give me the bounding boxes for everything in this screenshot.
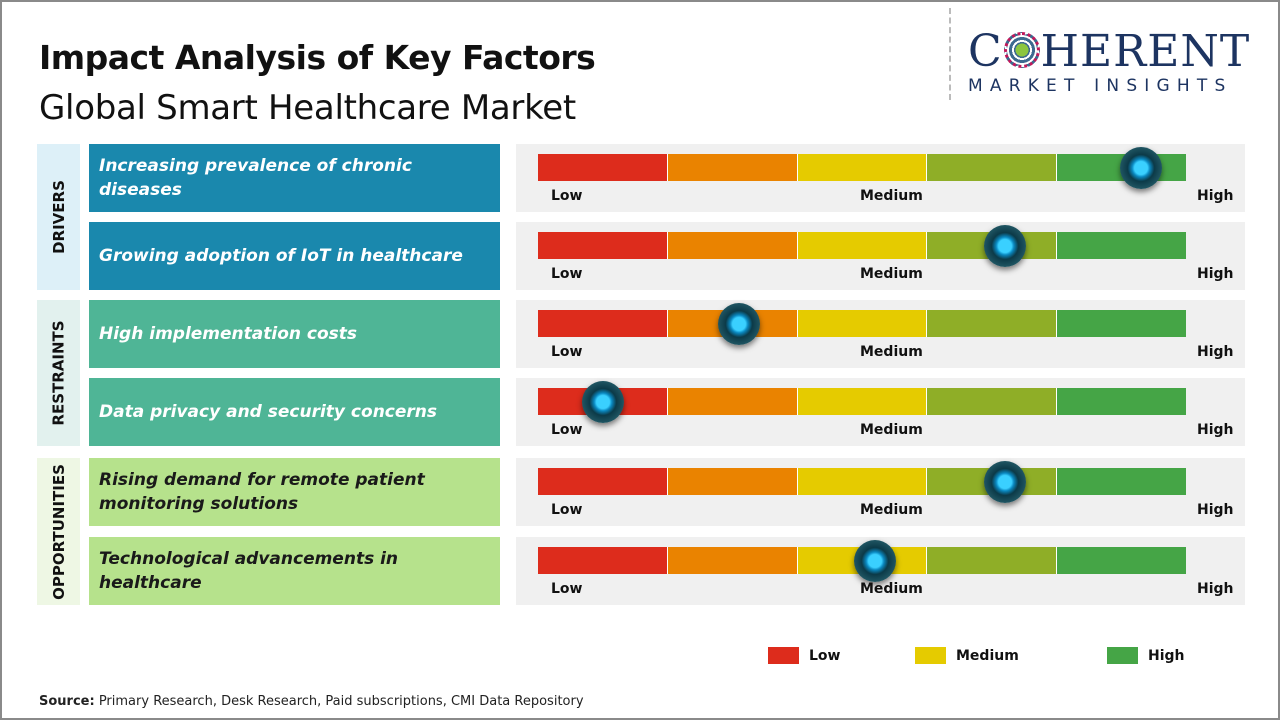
tick-high: High [1197, 422, 1234, 438]
logo-text-herent: HERENT [1040, 26, 1251, 77]
group-label-opportunities: OPPORTUNITIES [37, 458, 80, 605]
scale-segment-1 [538, 468, 668, 495]
page-title: Impact Analysis of Key Factors [39, 38, 596, 77]
legend-item: High [1107, 647, 1185, 664]
tick-medium: Medium [860, 266, 923, 282]
legend-label: High [1148, 647, 1185, 664]
impact-marker [983, 461, 1026, 503]
logo-text-c: C [968, 26, 1003, 77]
scale-segment-5 [1057, 232, 1186, 259]
tick-high: High [1197, 344, 1234, 360]
scale-segment-5 [1057, 310, 1186, 337]
scale-bar [538, 154, 1186, 181]
impact-gauge: Low Medium High [516, 537, 1245, 605]
group-label-drivers: DRIVERS [37, 144, 80, 290]
tick-high: High [1197, 188, 1234, 204]
impact-marker [1119, 147, 1162, 189]
legend-item: Medium [915, 647, 1019, 664]
tick-medium: Medium [860, 502, 923, 518]
scale-segment-1 [538, 547, 668, 574]
scale-bar [538, 310, 1186, 337]
logo-subtext: MARKET INSIGHTS [968, 76, 1233, 96]
factor-label: Growing adoption of IoT in healthcare [89, 222, 500, 290]
scale-segment-2 [667, 154, 798, 181]
legend-item: Low [768, 647, 840, 664]
logo: C HERENT MARKET INSIGHTS [968, 30, 1263, 97]
legend-swatch [915, 647, 946, 664]
factor-label: Data privacy and security concerns [89, 378, 500, 446]
scale-segment-2 [667, 232, 798, 259]
source-label: Source: [39, 694, 95, 709]
page-subtitle: Global Smart Healthcare Market [39, 88, 576, 128]
scale-segment-4 [927, 310, 1058, 337]
tick-low: Low [551, 188, 583, 204]
factor-label: Increasing prevalence of chronic disease… [89, 144, 500, 212]
scale-segment-3 [797, 388, 928, 415]
tick-low: Low [551, 266, 583, 282]
tick-high: High [1197, 502, 1234, 518]
scale-segment-3 [797, 468, 928, 495]
impact-gauge: Low Medium High [516, 222, 1245, 290]
scale-bar [538, 232, 1186, 259]
scale-segment-4 [927, 154, 1058, 181]
tick-low: Low [551, 344, 583, 360]
source-note: Source: Primary Research, Desk Research,… [39, 694, 584, 709]
scale-segment-5 [1057, 547, 1186, 574]
scale-segment-2 [667, 388, 798, 415]
impact-marker [581, 381, 624, 423]
scale-segment-1 [538, 232, 668, 259]
source-text: Primary Research, Desk Research, Paid su… [94, 694, 584, 709]
factor-label: Rising demand for remote patient monitor… [89, 458, 500, 526]
tick-high: High [1197, 266, 1234, 282]
factor-label: High implementation costs [89, 300, 500, 368]
tick-low: Low [551, 581, 583, 597]
globe-icon [1003, 32, 1040, 68]
factor-label: Technological advancements in healthcare [89, 537, 500, 605]
scale-segment-1 [538, 154, 668, 181]
legend-label: Low [809, 647, 841, 664]
scale-segment-3 [797, 310, 928, 337]
group-label-text: OPPORTUNITIES [49, 463, 68, 600]
impact-gauge: Low Medium High [516, 300, 1245, 368]
impact-marker [717, 303, 760, 345]
scale-segment-5 [1057, 468, 1186, 495]
tick-medium: Medium [860, 422, 923, 438]
scale-bar [538, 468, 1186, 495]
legend-swatch [1107, 647, 1138, 664]
scale-segment-2 [667, 468, 798, 495]
impact-gauge: Low Medium High [516, 378, 1245, 446]
tick-medium: Medium [860, 344, 923, 360]
legend-swatch [768, 647, 799, 664]
tick-medium: Medium [860, 188, 923, 204]
impact-gauge: Low Medium High [516, 144, 1245, 212]
group-label-restraints: RESTRAINTS [37, 300, 80, 446]
tick-low: Low [551, 422, 583, 438]
impact-marker [853, 540, 896, 582]
scale-segment-2 [667, 547, 798, 574]
tick-low: Low [551, 502, 583, 518]
tick-medium: Medium [860, 581, 923, 597]
impact-marker [983, 225, 1026, 267]
divider [949, 8, 951, 100]
scale-segment-3 [797, 232, 928, 259]
scale-segment-4 [927, 547, 1058, 574]
scale-segment-1 [538, 310, 668, 337]
scale-segment-3 [797, 154, 928, 181]
scale-bar [538, 388, 1186, 415]
legend-label: Medium [956, 647, 1019, 664]
tick-high: High [1197, 581, 1234, 597]
impact-gauge: Low Medium High [516, 458, 1245, 526]
scale-segment-4 [927, 388, 1058, 415]
group-label-text: RESTRAINTS [49, 320, 68, 426]
group-label-text: DRIVERS [49, 180, 68, 254]
scale-segment-5 [1057, 388, 1186, 415]
